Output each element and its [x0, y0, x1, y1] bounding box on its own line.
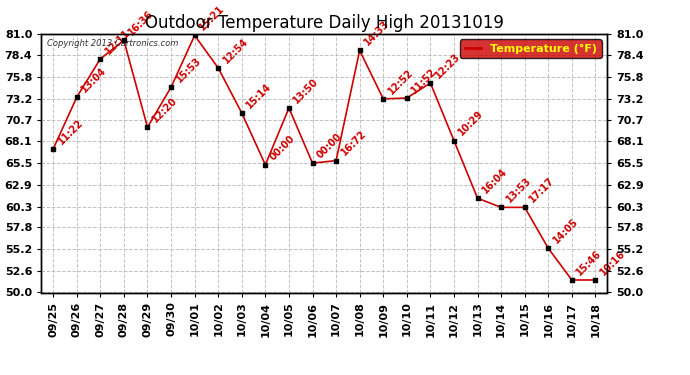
Title: Outdoor Temperature Daily High 20131019: Outdoor Temperature Daily High 20131019	[145, 14, 504, 32]
Point	[142, 124, 153, 130]
Text: 11:22: 11:22	[56, 117, 85, 146]
Point	[519, 204, 530, 210]
Text: 12:11: 12:11	[103, 27, 132, 56]
Text: 14:05: 14:05	[551, 216, 580, 246]
Text: 15:21: 15:21	[197, 4, 226, 33]
Point	[331, 158, 342, 164]
Text: Copyright 2013 Cartronics.com: Copyright 2013 Cartronics.com	[47, 39, 179, 48]
Point	[472, 195, 483, 201]
Point	[566, 277, 578, 283]
Point	[495, 204, 506, 210]
Point	[48, 146, 59, 152]
Text: 00:00: 00:00	[268, 133, 297, 162]
Point	[119, 38, 130, 44]
Text: 15:14: 15:14	[244, 81, 273, 110]
Text: 15:46: 15:46	[575, 248, 604, 277]
Text: 12:20: 12:20	[150, 96, 179, 124]
Point	[189, 32, 200, 38]
Point	[425, 80, 436, 86]
Point	[213, 65, 224, 71]
Point	[307, 160, 318, 166]
Text: 11:52: 11:52	[410, 66, 439, 95]
Text: 13:50: 13:50	[292, 76, 321, 105]
Text: 13:04: 13:04	[79, 65, 108, 94]
Point	[284, 105, 295, 111]
Text: 16:36: 16:36	[127, 9, 156, 38]
Point	[260, 162, 271, 168]
Point	[236, 110, 247, 116]
Point	[166, 84, 177, 90]
Text: 10:16: 10:16	[598, 248, 627, 277]
Text: 10:29: 10:29	[457, 109, 486, 138]
Text: 14:33: 14:33	[362, 19, 391, 48]
Point	[95, 56, 106, 62]
Point	[71, 94, 82, 100]
Point	[377, 96, 388, 102]
Text: 12:54: 12:54	[221, 36, 250, 65]
Point	[402, 95, 413, 101]
Legend: Temperature (°F): Temperature (°F)	[460, 39, 602, 58]
Text: 16:72: 16:72	[339, 129, 368, 158]
Text: 15:53: 15:53	[174, 56, 203, 84]
Text: 13:53: 13:53	[504, 176, 533, 205]
Point	[354, 48, 365, 54]
Text: 12:52: 12:52	[386, 67, 415, 96]
Text: 12:23: 12:23	[433, 51, 462, 80]
Text: 17:17: 17:17	[527, 176, 556, 205]
Text: 16:04: 16:04	[480, 166, 509, 195]
Point	[543, 245, 554, 251]
Point	[448, 138, 460, 144]
Text: 00:00: 00:00	[315, 131, 344, 160]
Point	[590, 277, 601, 283]
